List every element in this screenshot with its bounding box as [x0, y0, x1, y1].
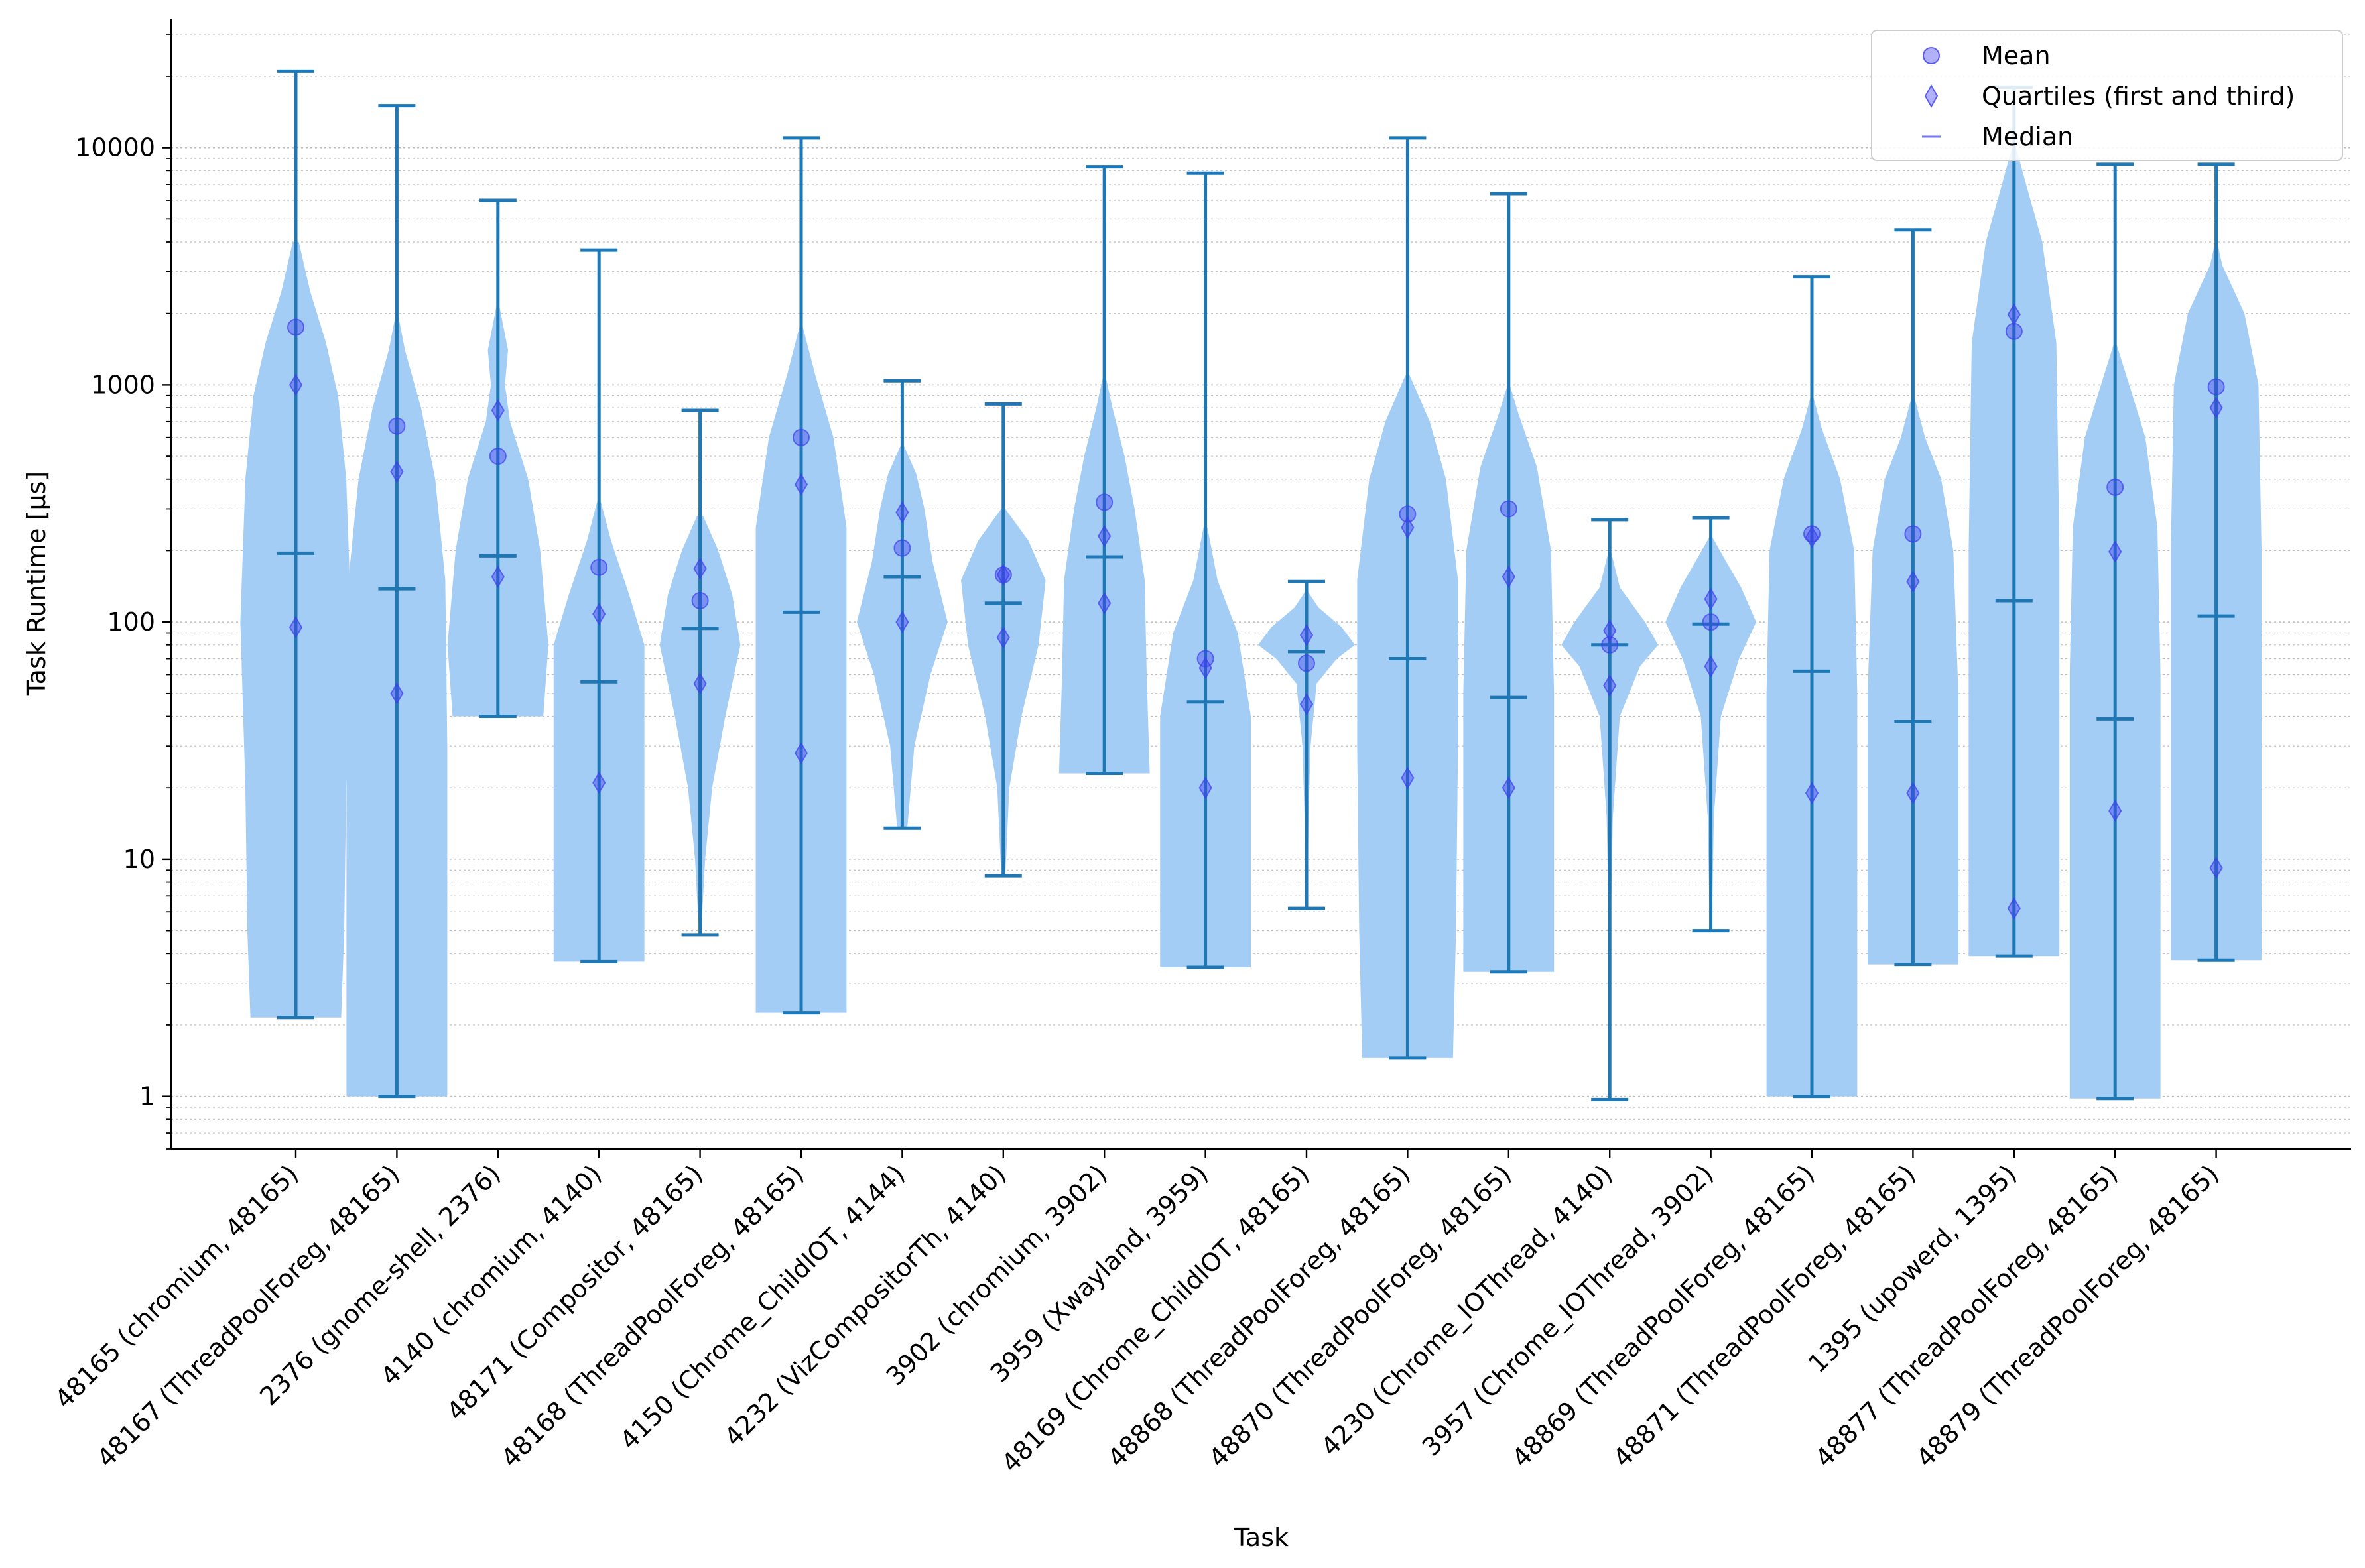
q3-marker	[1603, 619, 1617, 642]
x-axis-label: Task	[1234, 1523, 1289, 1552]
y-axis-label: Task Runtime [µs]	[22, 471, 51, 697]
q1-marker	[794, 741, 808, 764]
y-ticks: 1 10 100 1000 10000	[75, 34, 171, 1150]
q3-marker	[895, 501, 909, 524]
legend-mean-label: Mean	[1982, 41, 2051, 70]
q3-marker	[2108, 540, 2122, 563]
x-tick-label: 1395 (upowerd, 1395)	[1803, 1159, 2022, 1378]
mean-marker	[1803, 525, 1821, 543]
q3-marker	[390, 460, 404, 483]
legend-quartiles-marker	[1924, 84, 1939, 109]
mean-marker	[1702, 613, 1720, 631]
legend-quartiles-label: Quartiles (first and third)	[1982, 82, 2295, 111]
q1-marker	[1502, 776, 1515, 800]
q1-marker	[1603, 674, 1617, 697]
y-tick-label: 100	[107, 607, 155, 636]
mean-marker	[489, 448, 507, 465]
mean-marker	[590, 558, 608, 576]
q1-marker	[895, 611, 909, 634]
mean-marker	[1399, 505, 1417, 523]
mean-marker	[793, 428, 810, 446]
mean-marker	[388, 417, 406, 435]
q1-marker	[1704, 655, 1718, 678]
y-tick-label: 10	[123, 845, 155, 874]
y-tick-label: 1	[139, 1082, 155, 1111]
q3-marker	[1299, 624, 1314, 646]
q3-marker	[1906, 570, 1920, 593]
y-tick-label: 1000	[91, 370, 155, 399]
q3-marker	[2209, 396, 2223, 420]
q3-marker	[592, 603, 606, 626]
mean-marker	[2207, 378, 2225, 396]
mean-marker	[1096, 493, 1114, 511]
q3-marker	[491, 399, 505, 422]
mean-marker	[1196, 650, 1214, 668]
violins	[240, 69, 2262, 1101]
mean-marker	[2005, 322, 2023, 340]
q3-marker	[996, 564, 1010, 587]
q1-marker	[592, 771, 606, 794]
q1-marker	[2209, 856, 2223, 879]
q3-marker	[794, 473, 808, 496]
x-ticks: 48165 (chromium, 48165)48167 (ThreadPool…	[49, 1149, 2224, 1478]
q1-marker	[1299, 693, 1314, 716]
q1-marker	[1098, 591, 1112, 615]
legend-median-label: Median	[1982, 122, 2073, 151]
q1-marker	[390, 682, 404, 705]
q3-marker	[1401, 516, 1415, 539]
q3-marker	[1098, 524, 1112, 548]
q1-marker	[1906, 782, 1920, 805]
legend-box	[1871, 30, 2343, 161]
q1-marker	[491, 566, 505, 588]
q1-marker	[1805, 782, 1819, 805]
q1-marker	[1401, 766, 1415, 790]
mean-marker	[994, 566, 1012, 584]
axes	[170, 19, 2351, 1150]
q3-marker	[1198, 656, 1212, 680]
mean-marker	[1904, 525, 1922, 543]
q1-marker	[996, 626, 1010, 649]
q1-marker	[693, 672, 707, 695]
y-tick-label: 10000	[75, 133, 155, 162]
q1-marker	[2108, 799, 2122, 822]
q1-marker	[2007, 897, 2021, 920]
mean-marker	[287, 318, 304, 336]
q1-marker	[288, 616, 303, 639]
legend: Mean Quartiles (first and third) Median	[1871, 30, 2343, 161]
mean-marker	[1298, 654, 1315, 672]
legend-mean-marker	[1923, 47, 1940, 64]
mean-marker	[1500, 500, 1517, 518]
q3-marker	[693, 557, 707, 580]
mean-marker	[893, 539, 911, 557]
q3-marker	[1502, 566, 1515, 588]
mean-marker	[691, 591, 709, 609]
q3-marker	[288, 373, 303, 396]
mean-marker	[2106, 478, 2124, 496]
q3-marker	[2007, 303, 2021, 326]
mean-marker	[1601, 636, 1619, 654]
q3-marker	[1805, 526, 1819, 549]
q1-marker	[1198, 776, 1212, 800]
stat-markers	[287, 303, 2225, 920]
q3-marker	[1704, 587, 1718, 611]
